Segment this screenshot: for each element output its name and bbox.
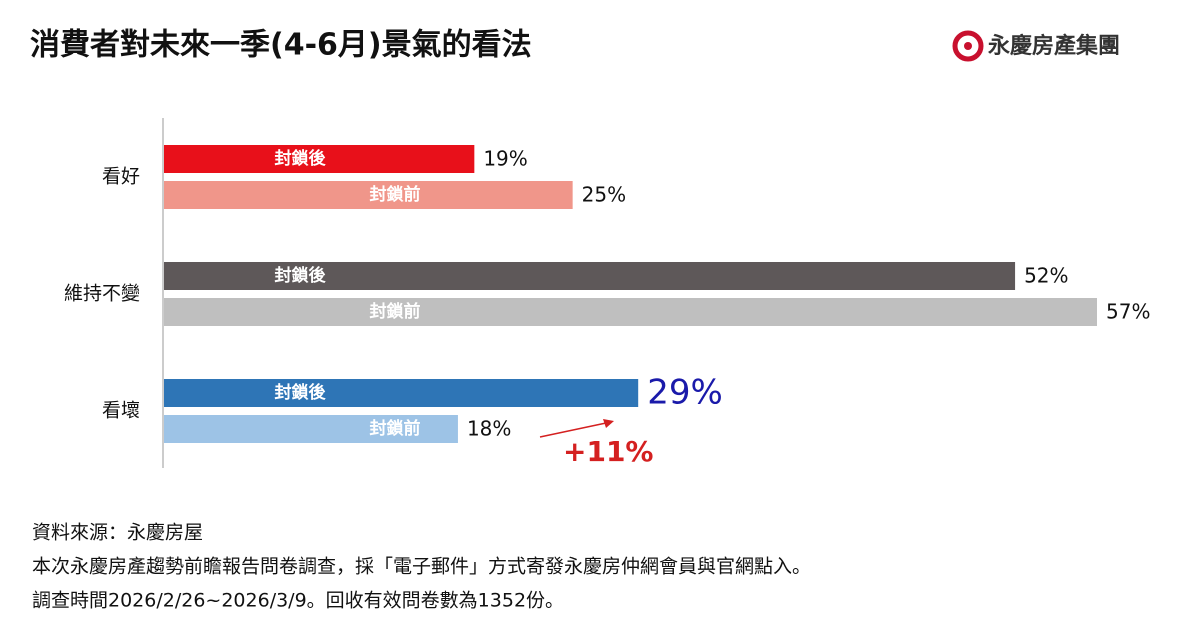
value-label: 25% — [582, 183, 626, 207]
legend-label: 封鎖前 — [370, 301, 421, 322]
bar — [164, 262, 1016, 290]
legend-label: 封鎖後 — [275, 382, 327, 403]
bar — [164, 379, 639, 407]
arrow — [539, 422, 607, 438]
value-label: 29% — [647, 373, 723, 413]
category-label: 維持不變 — [64, 283, 140, 305]
legend-label: 封鎖後 — [275, 148, 327, 169]
category-label: 看壞 — [102, 400, 140, 422]
value-label: 19% — [483, 147, 527, 171]
value-label: 57% — [1106, 300, 1150, 324]
logo: 永慶房產集團 — [988, 33, 1120, 59]
bar — [164, 298, 1097, 326]
annotation: +11% — [563, 435, 653, 468]
note: 調查時間2026/2/26~2026/3/9。回收有效問卷數為1352份。 — [32, 590, 564, 612]
value-label: 52% — [1024, 264, 1068, 288]
chart-title: 消費者對未來一季(4-6月)景氣的看法 — [30, 28, 532, 63]
bar — [164, 181, 573, 209]
category-label: 看好 — [102, 166, 140, 188]
legend-label: 封鎖後 — [275, 265, 327, 286]
value-label: 18% — [467, 417, 511, 441]
arrow-head — [603, 419, 614, 428]
note: 本次永慶房產趨勢前瞻報告問卷調查，採「電子郵件」方式寄發永慶房仲網會員與官網點入… — [32, 556, 811, 578]
note: 資料來源：永慶房屋 — [32, 522, 203, 544]
bar — [164, 415, 458, 443]
logo-icon — [952, 30, 984, 62]
legend-label: 封鎖前 — [370, 184, 421, 205]
bar — [164, 145, 475, 173]
legend-label: 封鎖前 — [370, 418, 421, 439]
